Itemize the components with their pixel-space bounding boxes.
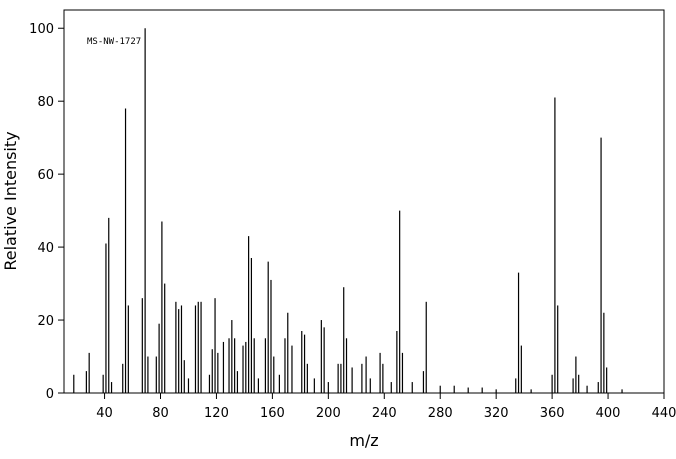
- y-tick-label: 100: [29, 22, 54, 37]
- x-tick-label: 120: [204, 406, 229, 421]
- x-tick-label: 360: [540, 406, 565, 421]
- x-tick-label: 280: [428, 406, 453, 421]
- y-tick-label: 60: [37, 168, 54, 183]
- x-tick-label: 200: [316, 406, 341, 421]
- y-axis-label: Relative Intensity: [1, 131, 20, 270]
- y-tick-label: 40: [37, 241, 54, 256]
- y-tick-label: 80: [37, 95, 54, 110]
- y-tick-label: 0: [46, 387, 54, 402]
- x-tick-label: 320: [484, 406, 509, 421]
- x-tick-label: 160: [260, 406, 285, 421]
- x-tick-label: 400: [596, 406, 621, 421]
- x-tick-label: 440: [652, 406, 676, 421]
- plot-frame: [63, 9, 665, 394]
- annotation: MS-NW-1727: [87, 37, 141, 47]
- x-tick-label: 40: [96, 406, 113, 421]
- y-tick-label: 20: [37, 314, 54, 329]
- x-axis-label: m/z: [349, 431, 378, 450]
- x-tick-label: 240: [372, 406, 397, 421]
- x-tick-label: 80: [152, 406, 169, 421]
